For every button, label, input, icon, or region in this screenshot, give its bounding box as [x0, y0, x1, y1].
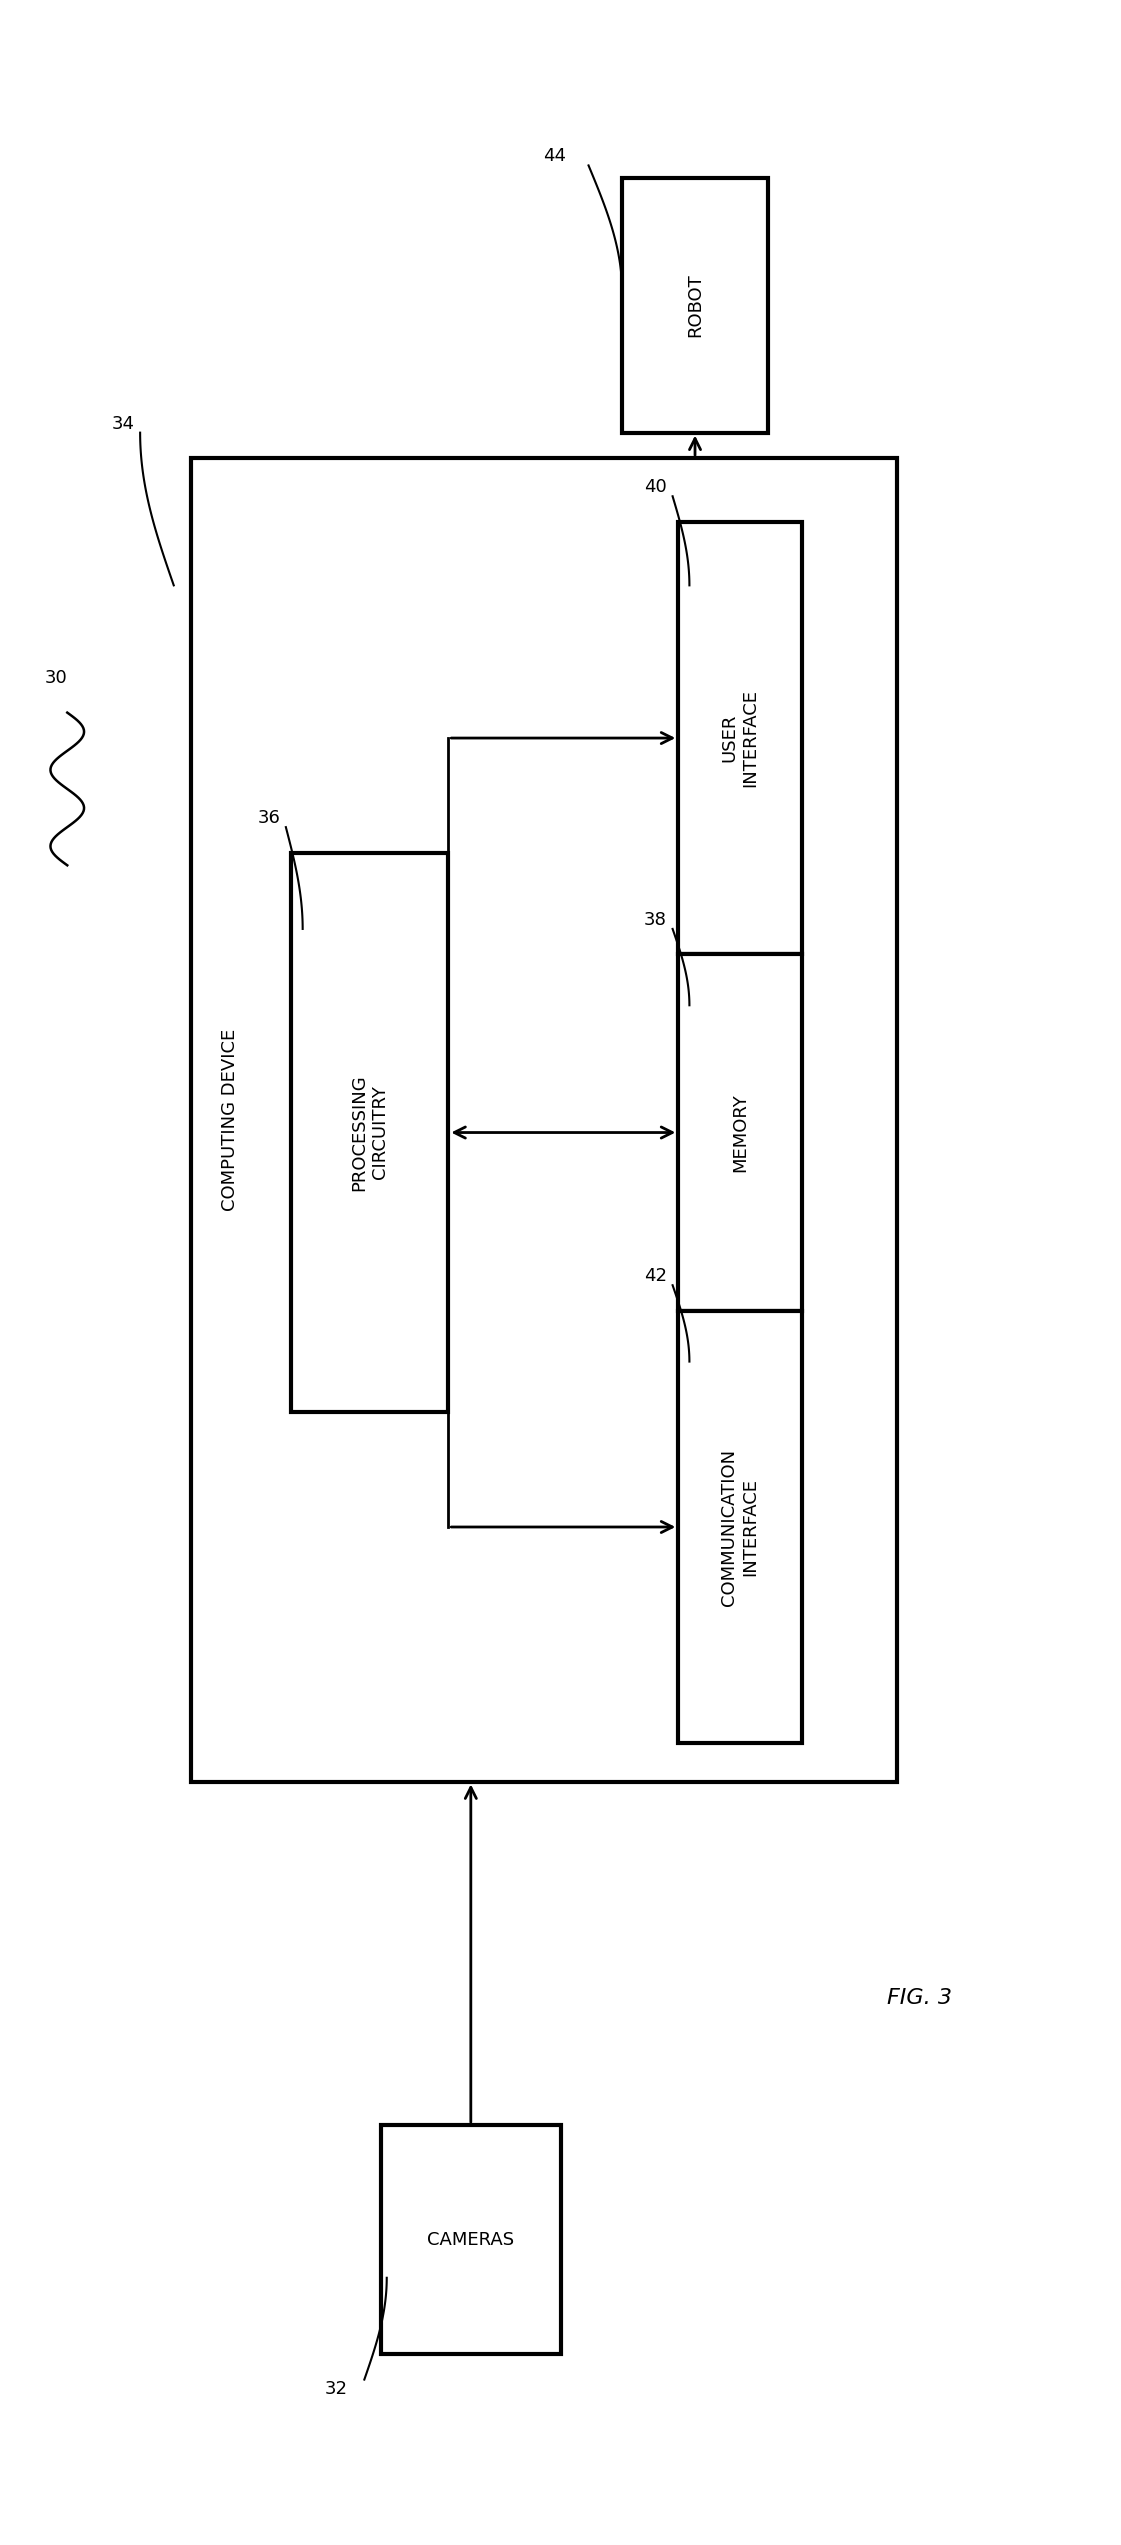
Text: 38: 38 — [645, 911, 667, 929]
Text: COMMUNICATION
INTERFACE: COMMUNICATION INTERFACE — [721, 1448, 759, 1606]
Bar — [678, 1311, 802, 1743]
Text: FIG. 3: FIG. 3 — [887, 1988, 952, 2008]
Text: USER
INTERFACE: USER INTERFACE — [721, 690, 759, 786]
Text: MEMORY: MEMORY — [731, 1094, 749, 1171]
Text: 44: 44 — [543, 148, 566, 165]
Text: CAMERAS: CAMERAS — [427, 2229, 515, 2250]
Bar — [678, 522, 802, 954]
Bar — [622, 178, 768, 433]
Text: PROCESSING
CIRCUITRY: PROCESSING CIRCUITRY — [351, 1074, 389, 1191]
Text: 34: 34 — [112, 415, 136, 433]
Text: ROBOT: ROBOT — [686, 272, 704, 338]
Text: COMPUTING DEVICE: COMPUTING DEVICE — [221, 1028, 239, 1211]
Bar — [678, 954, 802, 1311]
Text: 30: 30 — [45, 669, 67, 687]
Bar — [191, 458, 897, 1782]
Text: 32: 32 — [324, 2380, 348, 2397]
Text: 40: 40 — [645, 478, 667, 496]
Text: 36: 36 — [258, 809, 280, 827]
Text: 42: 42 — [643, 1267, 667, 1285]
Bar — [381, 2125, 560, 2354]
Bar — [291, 853, 448, 1412]
